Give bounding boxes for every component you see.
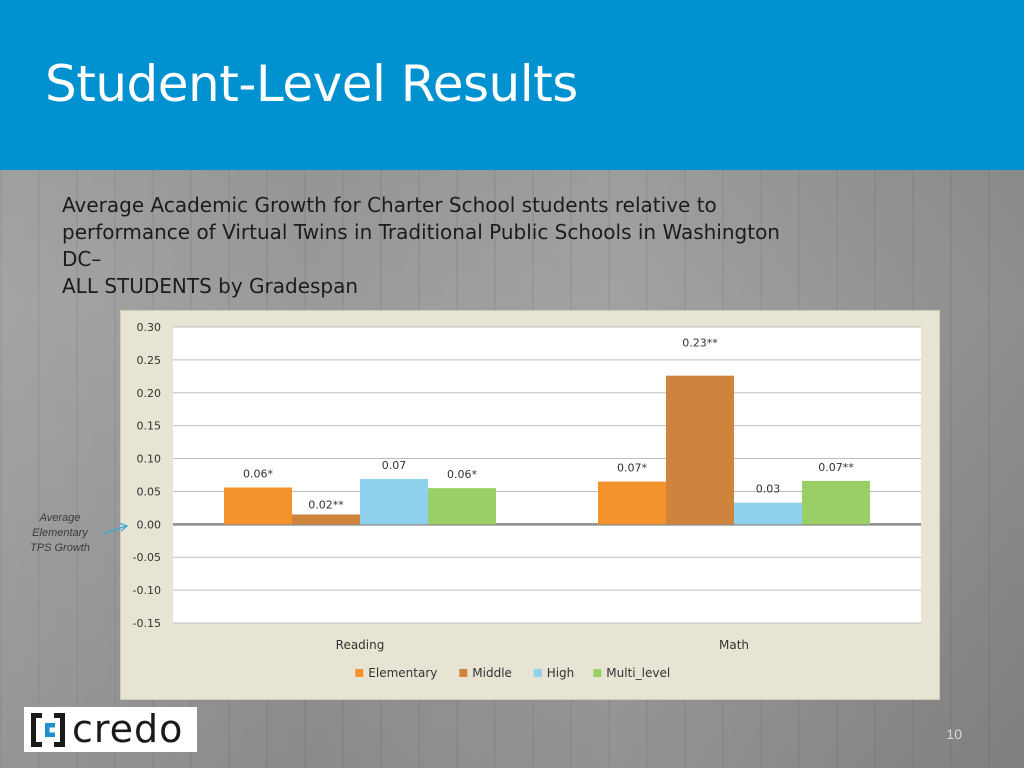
legend-swatch [459,669,468,677]
bar-multi-level [802,480,870,525]
data-label: 0.03 [756,483,781,496]
legend-label: Multi_level [606,666,670,680]
bar-high [360,478,428,525]
data-label: 0.02** [308,498,344,511]
bar-middle [292,514,360,525]
data-label: 0.06* [447,468,477,481]
chart-subtitle: Average Academic Growth for Charter Scho… [62,192,962,300]
subtitle-line: ALL STUDENTS by Gradespan [62,274,359,298]
credo-logo-mark-icon [31,712,65,747]
data-label: 0.23** [682,337,718,350]
x-category-label: Math [719,638,749,652]
legend-label: Middle [472,666,512,680]
legend-swatch [533,669,542,677]
y-tick-label: 0.20 [137,387,162,400]
legend-label: High [547,666,575,680]
plot-area [173,327,921,623]
credo-logo: credo [24,707,197,752]
data-label: 0.07* [617,462,647,475]
y-tick-label: -0.15 [133,617,161,630]
subtitle-line: DC– [62,247,102,271]
annotation-label: Average Elementary TPS Growth [30,512,90,554]
header-band: Student-Level Results [0,0,1024,170]
bar-middle [666,375,734,525]
bar-high [734,502,802,525]
legend-swatch [593,669,602,677]
data-label: 0.07 [382,459,407,472]
annotation-arrow-icon [102,522,129,535]
page-title: Student-Level Results [45,55,578,113]
data-label: 0.06* [243,467,273,480]
chart-panel: 0.30 0.25 0.20 0.15 0.10 0.05 0.00 -0.05 -0.10 -0… [120,310,940,700]
legend-label: Elementary [368,666,437,680]
x-category-label: Reading [336,638,385,652]
y-tick-label: 0.25 [137,354,162,367]
y-tick-label: -0.10 [133,584,161,597]
data-label: 0.07** [818,461,854,474]
y-tick-label: 0.10 [137,453,162,466]
bar-chart: 0.30 0.25 0.20 0.15 0.10 0.05 0.00 -0.05 -0.10 -0… [133,321,921,680]
y-tick-label: 0.00 [137,518,162,531]
subtitle-line: performance of Virtual Twins in Traditio… [62,220,780,244]
bar-multi-level [428,488,496,525]
bar-elementary [224,487,292,525]
y-tick-label: -0.05 [133,551,161,564]
subtitle-line: Average Academic Growth for Charter Scho… [62,193,717,217]
y-tick-label: 0.05 [137,485,162,498]
bar-elementary [598,481,666,525]
y-tick-label: 0.30 [137,321,162,334]
logo-text: credo [72,707,184,751]
y-tick-label: 0.15 [137,420,162,433]
slide-number: 10 [946,726,962,742]
legend-swatch [355,669,364,677]
